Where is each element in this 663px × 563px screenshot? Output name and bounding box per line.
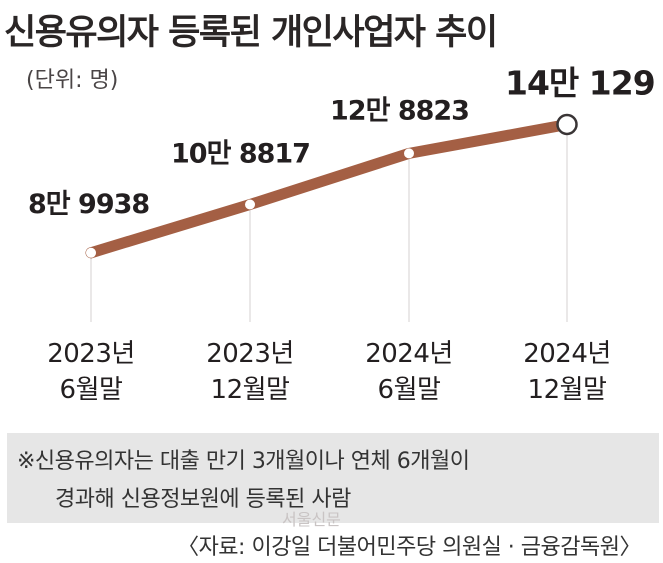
note-line-1: ※신용유의자는 대출 만기 3개월이나 연체 6개월이 — [17, 449, 470, 474]
chart-title: 신용유의자 등록된 개인사업자 추이 — [4, 13, 498, 53]
x-tick-label: 6월말 — [378, 375, 441, 405]
x-tick-label: 2023년 — [206, 339, 294, 369]
value-label: 14만 129 — [505, 63, 655, 102]
unit-label: (단위: 명) — [26, 68, 119, 93]
line-chart: 8만 9938 10만 8817 12만 8823 14만 129 2023년 6월말 20… — [28, 63, 656, 405]
x-tick-label: 2023년 — [47, 339, 135, 369]
value-label: 8만 9938 — [28, 189, 149, 220]
data-point — [556, 113, 578, 136]
x-tick-label: 2024년 — [365, 339, 453, 369]
note-box: ※신용유의자는 대출 만기 3개월이나 연체 6개월이 경과해 신용정보원에 등… — [7, 433, 659, 523]
x-tick-label: 6월말 — [60, 375, 123, 405]
data-point — [86, 247, 96, 258]
series-line — [85, 119, 573, 259]
x-tick-label: 12월말 — [211, 375, 290, 405]
data-point — [404, 148, 414, 159]
source-text: 〈자료: 이강일 더불어민주당 의원실 · 금융감독원〉 — [177, 535, 641, 560]
x-tick-label: 12월말 — [528, 375, 607, 405]
value-label: 12만 8823 — [330, 95, 469, 126]
note-line-2: 경과해 신용정보원에 등록된 사람 — [55, 487, 351, 512]
watermark: 서울신문 — [282, 510, 341, 529]
value-label: 10만 8817 — [171, 139, 310, 170]
data-point — [245, 199, 255, 210]
x-tick-label: 2024년 — [523, 339, 611, 369]
